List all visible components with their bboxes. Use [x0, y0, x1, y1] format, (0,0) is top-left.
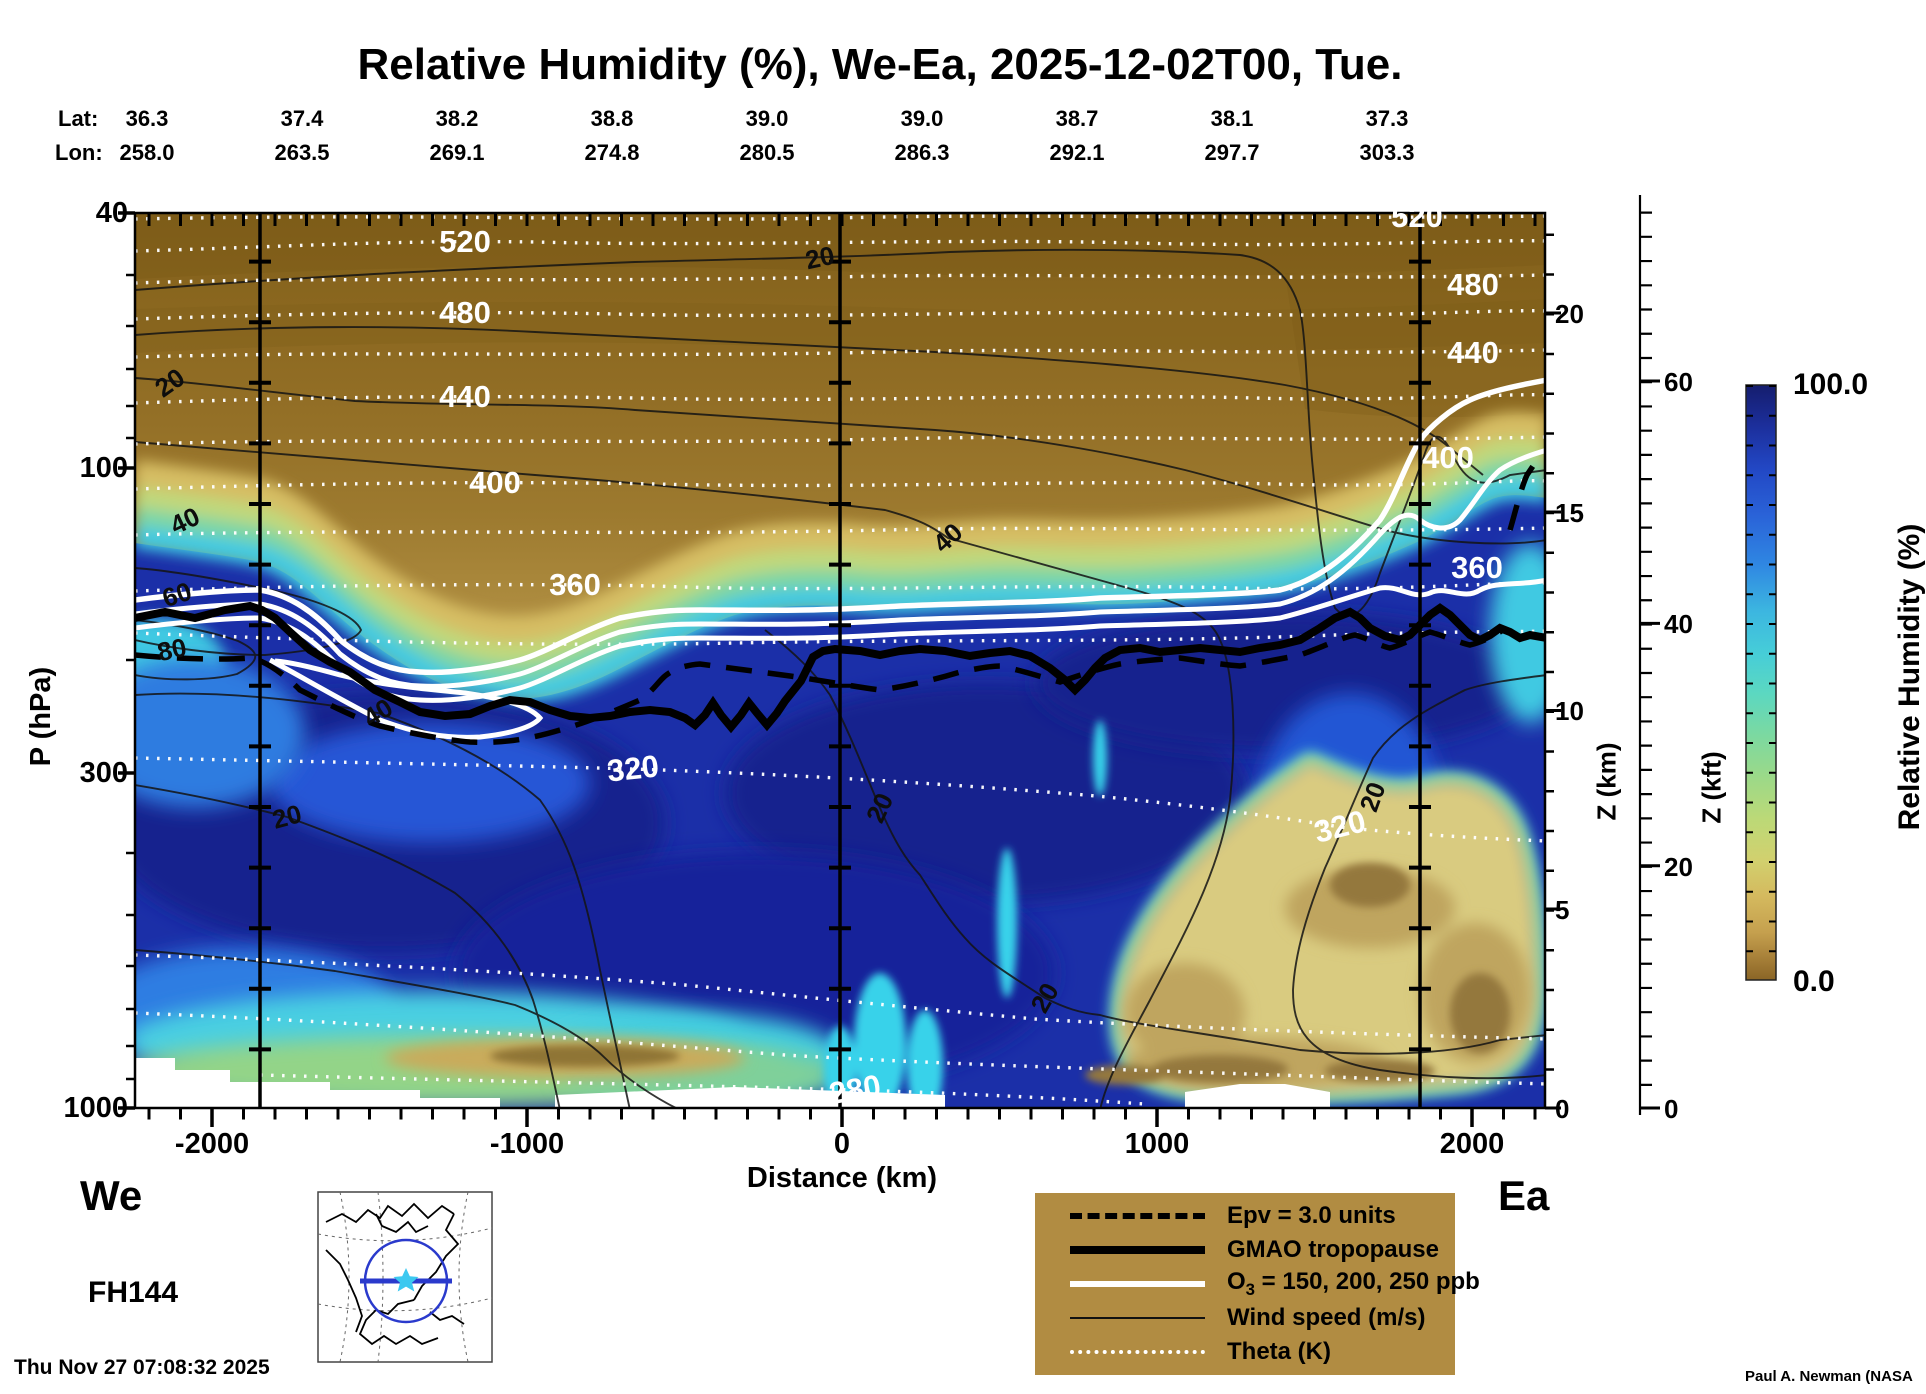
lon-value: 297.7: [1204, 140, 1260, 165]
zkm-tick: 20: [1555, 299, 1584, 329]
x-tick: 1000: [1124, 1128, 1190, 1160]
map-coastlines: [325, 1202, 465, 1346]
wind-label: 20: [802, 239, 838, 276]
zkft-tick: 0: [1664, 1094, 1679, 1124]
lat-value: 39.0: [745, 106, 789, 131]
x-axis-label: Distance (km): [746, 1162, 938, 1194]
lat-value: 39.0: [900, 106, 944, 131]
credit: Paul A. Newman (NASA: [1745, 1368, 1913, 1385]
theta-label: 400: [469, 465, 521, 500]
axes-frame: [118, 195, 1660, 1127]
p-tick: 40: [95, 197, 128, 229]
theta-line-sample: [1070, 1350, 1205, 1354]
zkm-tick: 10: [1555, 696, 1584, 726]
zkft-tick: 20: [1664, 852, 1693, 882]
terrain-mask: [135, 1058, 1330, 1108]
page-title: Relative Humidity (%), We-Ea, 2025-12-02…: [357, 40, 1403, 89]
zkft-tick: 40: [1664, 609, 1693, 639]
colorbar-min: 0.0: [1793, 965, 1835, 998]
lon-value: 258.0: [119, 140, 175, 165]
east-endpoint-label: Ea: [1498, 1172, 1550, 1219]
epv-contour: [135, 461, 1538, 746]
lon-value: 292.1: [1049, 140, 1105, 165]
theta-label: 320: [605, 748, 661, 789]
colorbar-label: Relative Humidity (%): [1893, 523, 1926, 831]
theta-label: 520: [439, 224, 491, 259]
zkft-tick: 60: [1664, 367, 1693, 397]
tropopause-line-sample: [1070, 1246, 1205, 1254]
lon-value: 269.1: [429, 140, 485, 165]
lon-value: 286.3: [894, 140, 950, 165]
legend-item-o3: O3 = 150, 200, 250 ppb: [1035, 1268, 1480, 1299]
tropopause-line: [135, 601, 1545, 734]
x-tick: 0: [833, 1128, 851, 1160]
lat-value: 37.4: [280, 106, 324, 131]
timestamp: Thu Nov 27 07:08:32 2025: [14, 1356, 270, 1379]
theta-label: 440: [1447, 335, 1499, 370]
theta-label: 520: [1391, 199, 1443, 234]
legend-item-theta: Theta (K): [1035, 1338, 1455, 1366]
lon-row-label: Lon:: [55, 140, 103, 165]
p-axis-label: P (hPa): [25, 666, 58, 767]
zkm-tick: 0: [1555, 1094, 1570, 1124]
map-inset: [317, 1191, 493, 1363]
p-tick: 1000: [63, 1092, 128, 1124]
legend-item-epv: Epv = 3.0 units: [1035, 1202, 1455, 1230]
legend: Epv = 3.0 units GMAO tropopause O3 = 150…: [1035, 1193, 1480, 1375]
lat-value: 38.8: [590, 106, 634, 131]
rh-field: [135, 213, 1545, 1108]
theta-label: 480: [439, 295, 491, 330]
x-tick: 2000: [1439, 1128, 1505, 1160]
theta-label: 400: [1422, 440, 1474, 475]
o3-line-sample: [1070, 1281, 1205, 1287]
lat-value: 36.3: [125, 106, 169, 131]
theta-label: 360: [549, 567, 601, 602]
p-tick: 300: [79, 757, 128, 789]
zkft-axis-label: Z (kft): [1696, 751, 1727, 824]
wind-line-sample: [1070, 1317, 1205, 1319]
theta-label: 360: [1451, 550, 1503, 585]
colorbar: [1745, 384, 1777, 981]
x-tick: -1000: [489, 1128, 565, 1160]
reference-lines: [249, 213, 1431, 1108]
wind-label: 80: [154, 631, 190, 668]
zkm-tick: 15: [1555, 498, 1584, 528]
zkm-tick: 5: [1555, 895, 1570, 925]
legend-item-wind: Wind speed (m/s): [1035, 1304, 1455, 1332]
lat-value: 37.3: [1365, 106, 1409, 131]
theta-label: 480: [1447, 267, 1499, 302]
lat-value: 38.7: [1055, 106, 1099, 131]
theta-label: 440: [439, 379, 491, 414]
zkm-axis-label: Z (km): [1591, 742, 1622, 821]
wind-contours: [135, 248, 1545, 1108]
legend-item-tropopause: GMAO tropopause: [1035, 1236, 1455, 1264]
forecast-hour-label: FH144: [88, 1276, 179, 1309]
lat-row-label: Lat:: [58, 106, 99, 131]
lon-value: 263.5: [274, 140, 330, 165]
map-star-icon: [393, 1268, 419, 1292]
colorbar-max: 100.0: [1793, 368, 1869, 401]
lat-value: 38.2: [435, 106, 479, 131]
x-tick: -2000: [174, 1128, 250, 1160]
lon-value: 274.8: [584, 140, 640, 165]
map-graticule: [317, 1191, 493, 1363]
west-endpoint-label: We: [80, 1172, 143, 1219]
epv-line-sample: [1070, 1213, 1205, 1219]
lon-value: 280.5: [739, 140, 795, 165]
p-tick: 100: [79, 452, 128, 484]
lon-value: 303.3: [1359, 140, 1415, 165]
lat-value: 38.1: [1210, 106, 1254, 131]
